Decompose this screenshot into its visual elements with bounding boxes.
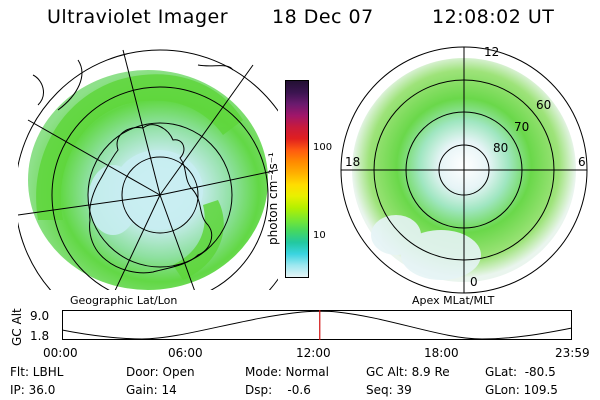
mlt-label-6: 6 xyxy=(578,155,586,169)
mlt-label-12: 12 xyxy=(484,45,500,59)
door-info: Door: Open xyxy=(126,365,195,379)
altitude-xtick-1200: 12:00 xyxy=(296,346,331,360)
apex-mlt-lines xyxy=(341,47,587,293)
gain-info: Gain: 14 xyxy=(126,383,177,397)
gc-alt-info: GC Alt: 8.9 Re xyxy=(366,365,450,379)
instrument-title: Ultraviolet Imager xyxy=(47,6,229,28)
altitude-plot xyxy=(62,310,572,340)
meridian-lines xyxy=(18,49,278,290)
filter-info: Flt: LBHL xyxy=(10,365,64,379)
mlat-label-70: 70 xyxy=(514,120,530,134)
latitude-circles xyxy=(18,49,278,290)
mlt-label-0: 0 xyxy=(470,275,478,289)
aurora-band xyxy=(36,74,243,280)
geographic-caption: Geographic Lat/Lon xyxy=(70,294,178,307)
altitude-ylabel: GC Alt xyxy=(10,308,24,346)
mode-info: Mode: Normal xyxy=(245,365,329,379)
altitude-xtick-0000: 00:00 xyxy=(43,346,78,360)
altitude-ytick-min: 1.8 xyxy=(30,329,50,343)
colorbar-tick-10: 10 xyxy=(313,230,326,241)
geographic-map xyxy=(18,49,278,290)
colorbar-tick-100: 100 xyxy=(313,142,333,153)
ip-info: IP: 36.0 xyxy=(10,383,56,397)
altitude-curve xyxy=(62,310,572,340)
seq-info: Seq: 39 xyxy=(366,383,412,397)
observation-date: 18 Dec 07 xyxy=(272,6,374,28)
dsp-info: Dsp: -0.6 xyxy=(245,383,311,397)
colorbar xyxy=(285,80,309,278)
observation-time: 12:08:02 UT xyxy=(432,6,555,28)
glat-info: GLat: -80.5 xyxy=(485,365,556,379)
altitude-xtick-0600: 06:00 xyxy=(168,346,203,360)
apex-caption: Apex MLat/MLT xyxy=(412,294,495,307)
altitude-ytick-max: 9.0 xyxy=(30,309,50,323)
mlat-label-60: 60 xyxy=(536,98,552,112)
apex-map xyxy=(340,46,588,294)
altitude-xtick-2359: 23:59 xyxy=(555,346,590,360)
colorbar-unit-label: photon cm⁻²s⁻¹ xyxy=(266,152,280,245)
coastline xyxy=(89,124,213,274)
glon-info: GLon: 109.5 xyxy=(485,383,558,397)
altitude-xtick-1800: 18:00 xyxy=(424,346,459,360)
mlat-label-80: 80 xyxy=(493,141,509,155)
mlt-label-18: 18 xyxy=(345,155,361,169)
